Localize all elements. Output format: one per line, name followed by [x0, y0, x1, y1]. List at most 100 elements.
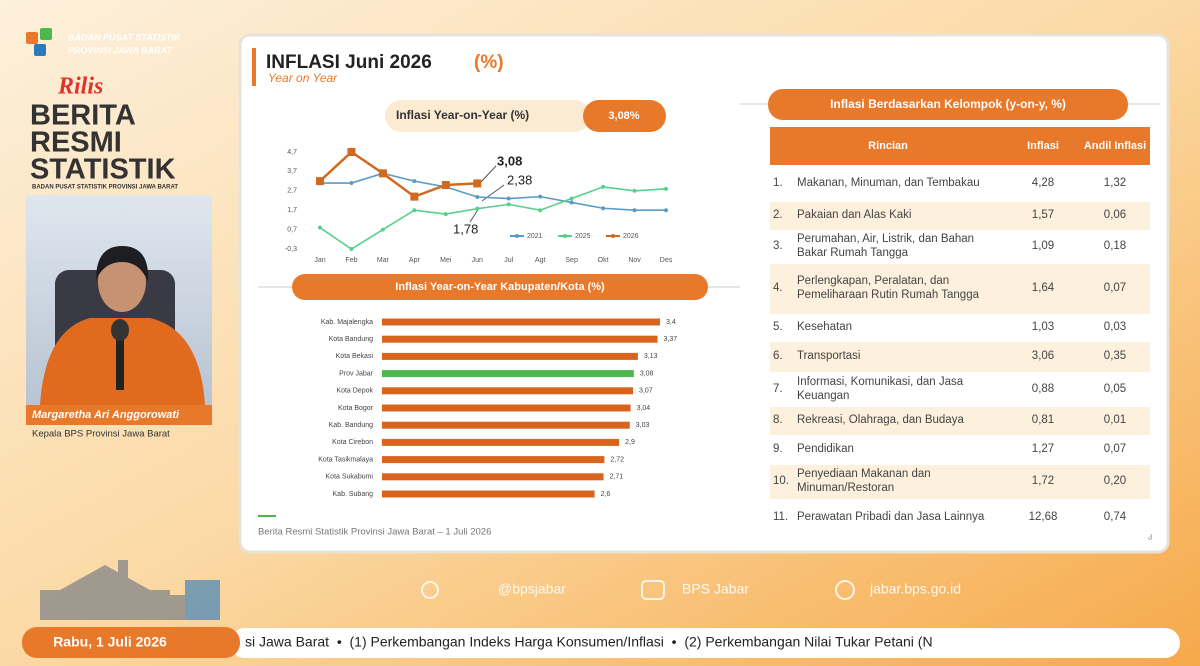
y-tick-label: 3,7 [287, 168, 297, 175]
legend-label: 2021 [527, 233, 543, 240]
value-label: 2,71 [610, 474, 624, 481]
annotation: 2,38 [507, 172, 532, 187]
row-label: Transportasi [794, 342, 1006, 372]
contribution-value: 0,18 [1080, 230, 1150, 264]
table-title: Inflasi Berdasarkan Kelompok (y-on-y, %) [830, 97, 1066, 111]
point-marker [664, 186, 668, 191]
leader-line [479, 165, 497, 184]
org-region: PROVINSI JAWA BARAT [68, 45, 174, 55]
social-handle: BPS Jabar [682, 581, 749, 597]
x-tick-label: Des [660, 257, 673, 264]
org-name: BADAN PUSAT STATISTIK [68, 32, 182, 42]
table-row: 7. Informasi, Komunikasi, dan Jasa Keuang… [770, 372, 1150, 407]
contribution-value: 0,06 [1080, 202, 1150, 230]
contribution-value: 0,74 [1080, 499, 1150, 537]
point-marker [538, 208, 543, 213]
social-handle: jabar.bps.go.id [869, 581, 961, 597]
inflation-value: 12,68 [1006, 499, 1080, 537]
speaker-video [26, 195, 212, 405]
bar [382, 387, 634, 395]
table-row: 11. Perawatan Pribadi dan Jasa Lainnya 12,… [770, 499, 1150, 537]
value-label: 3,4 [666, 319, 676, 326]
social-icon [641, 580, 665, 600]
social-icon [835, 580, 855, 600]
point-marker [475, 206, 480, 211]
point-marker [443, 212, 448, 217]
table-header: Rincian Inflasi Andil Inflasi [770, 127, 1150, 165]
point-marker [316, 177, 324, 186]
slide-footer: Berita Resmi Statistik Provinsi Jawa Bar… [258, 527, 491, 538]
table-row: 9. Pendidikan 1,27 0,07 [770, 435, 1150, 465]
category-label: Kota Sukabumi [326, 474, 374, 481]
table-row: 1. Makanan, Minuman, dan Tembakau 4,28 1,32 [770, 165, 1150, 202]
column-header: Inflasi [1006, 127, 1080, 165]
value-label: 2,72 [610, 456, 624, 463]
inflation-value: 1,57 [1006, 202, 1080, 230]
category-label: Kab. Subang [333, 491, 374, 498]
bar [382, 438, 620, 446]
point-marker [538, 194, 543, 199]
speaker-name: Margaretha Ari Anggorowati [32, 409, 180, 421]
slide-unit: (%) [474, 52, 504, 73]
row-label: Perawatan Pribadi dan Jasa Lainnya [794, 499, 1006, 537]
row-number: 10. [770, 465, 794, 499]
column-header: Andil Inflasi [1080, 127, 1150, 165]
row-label: Informasi, Komunikasi, dan Jasa Keuangan [794, 372, 1006, 407]
category-label: Kota Depok [336, 388, 373, 395]
speaker-role: Kepala BPS Provinsi Jawa Barat [32, 429, 170, 440]
inflation-value: 4,28 [1006, 165, 1080, 202]
bar-title-pill [292, 274, 708, 300]
bar [382, 490, 595, 498]
category-label: Kab. Majalengka [321, 319, 373, 326]
category-label: Kab. Bandung [329, 422, 373, 429]
footer-accent [258, 515, 276, 517]
inflation-value: 0,88 [1006, 372, 1080, 407]
inflation-value: 1,09 [1006, 230, 1080, 264]
point-marker [601, 184, 606, 189]
table-row: 8. Rekreasi, Olahraga, dan Budaya 0,81 0,01 [770, 407, 1150, 435]
row-label: Makanan, Minuman, dan Tembakau [794, 165, 1006, 202]
row-label: Penyediaan Makanan dan Minuman/Restoran [794, 465, 1006, 499]
name-bar [26, 405, 212, 425]
value-label: 3,07 [639, 388, 653, 395]
bar [382, 335, 658, 343]
inflation-value: 1,72 [1006, 465, 1080, 499]
table-row: 3. Perumahan, Air, Listrik, dan Bahan Bak… [770, 230, 1150, 264]
date-pill [22, 627, 240, 658]
row-label: Pendidikan [794, 435, 1006, 465]
x-tick-label: Apr [409, 257, 421, 264]
ticker-bar [230, 628, 1180, 658]
table-row: 4. Perlengkapan, Peralatan, dan Pemelihar… [770, 264, 1150, 314]
table-row: 5. Kesehatan 1,03 0,03 [770, 314, 1150, 342]
bar [382, 318, 660, 326]
x-tick-label: Jun [472, 257, 483, 264]
x-tick-label: Agt [535, 257, 546, 264]
legend-label: 2025 [575, 233, 591, 240]
x-tick-label: Mar [377, 257, 390, 264]
x-tick-label: Feb [345, 257, 357, 264]
brand-script: Rilis [57, 74, 103, 100]
row-number: 9. [770, 435, 794, 465]
point-marker [318, 225, 322, 230]
point-marker [475, 195, 480, 200]
contribution-value: 0,07 [1080, 435, 1150, 465]
contribution-value: 0,05 [1080, 372, 1150, 407]
row-label: Kesehatan [794, 314, 1006, 342]
annotation: 3,08 [497, 153, 522, 168]
contribution-value: 0,35 [1080, 342, 1150, 372]
contribution-value: 0,07 [1080, 264, 1150, 314]
row-label: Perumahan, Air, Listrik, dan Bahan Bakar… [794, 230, 1006, 264]
row-number: 11. [770, 499, 794, 537]
x-tick-label: Sep [565, 257, 578, 264]
brand-line: BERITA [30, 100, 136, 132]
point-marker [410, 192, 419, 201]
category-label: Prov Jabar [339, 370, 374, 377]
row-label: Pakaian dan Alas Kaki [794, 202, 1006, 230]
row-number: 8. [770, 407, 794, 435]
x-tick-label: Jul [504, 257, 513, 264]
series-line [319, 150, 478, 199]
legend-dot [611, 234, 615, 238]
page-number: 8 [1148, 533, 1153, 542]
social-handle: @bpsjabar [498, 581, 566, 597]
point-marker [569, 200, 574, 205]
